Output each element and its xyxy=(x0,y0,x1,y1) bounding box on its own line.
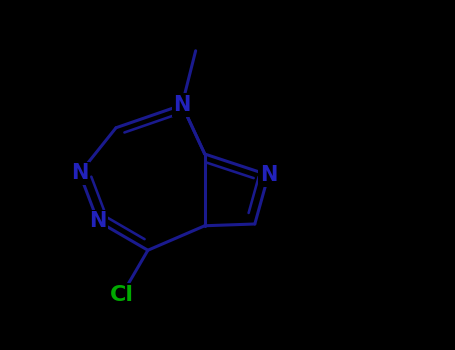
Text: N: N xyxy=(173,95,191,115)
Text: Cl: Cl xyxy=(110,285,134,305)
Text: N: N xyxy=(71,163,88,183)
Text: N: N xyxy=(260,165,277,185)
Text: N: N xyxy=(89,211,106,231)
